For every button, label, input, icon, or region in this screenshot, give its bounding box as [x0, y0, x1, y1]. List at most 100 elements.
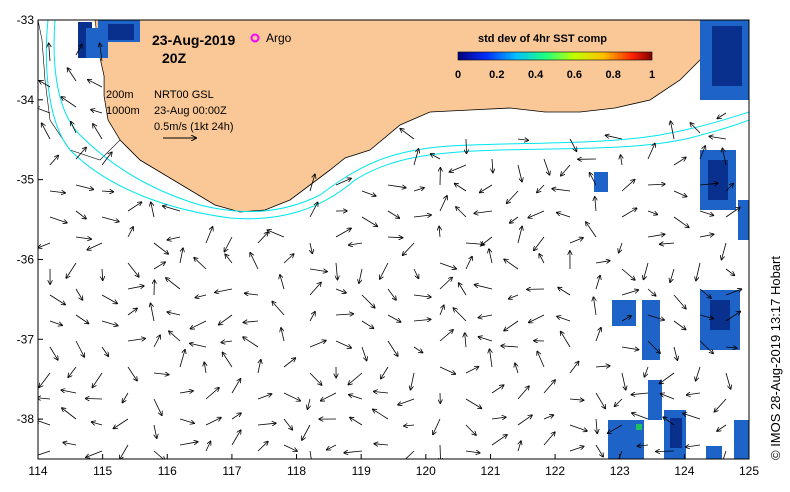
current-arrow	[686, 445, 701, 447]
current-arrow	[75, 184, 93, 189]
y-axis: -33 -34 -35 -36 -37 -38	[17, 13, 43, 426]
current-arrow	[179, 248, 183, 264]
current-arrow	[690, 123, 701, 134]
current-arrow	[717, 112, 727, 119]
current-arrow	[310, 242, 312, 253]
current-arrow	[66, 262, 77, 278]
current-arrow	[68, 366, 77, 377]
current-arrow	[647, 288, 656, 296]
current-arrow	[725, 312, 740, 322]
current-arrow	[492, 158, 493, 173]
current-arrow	[49, 156, 58, 166]
current-arrow	[459, 283, 467, 296]
current-arrow	[490, 349, 493, 368]
current-arrow	[257, 394, 272, 400]
current-arrow	[413, 149, 419, 166]
current-arrow	[608, 424, 623, 433]
current-arrow	[481, 236, 493, 245]
current-arrow	[552, 189, 571, 191]
current-arrow	[644, 262, 649, 279]
current-arrow	[449, 164, 467, 172]
y-tick-label: -36	[17, 252, 35, 266]
current-arrow	[621, 155, 623, 166]
current-arrow	[361, 346, 367, 361]
x-tick-label: 122	[545, 464, 565, 478]
x-tick-label: 115	[93, 464, 112, 478]
current-arrow	[61, 390, 77, 394]
current-arrow	[87, 242, 103, 250]
current-arrow	[309, 174, 315, 192]
current-arrow	[660, 372, 675, 384]
current-arrow	[517, 164, 522, 182]
current-arrow	[283, 444, 297, 451]
current-arrow	[660, 243, 675, 244]
current-arrow	[673, 190, 687, 197]
current-arrow	[309, 268, 327, 272]
scale-label: 0.5m/s (1kt 24h)	[154, 121, 233, 133]
current-arrow	[68, 68, 77, 82]
current-arrow	[361, 216, 377, 226]
current-arrow	[714, 398, 727, 412]
current-arrow	[257, 423, 276, 425]
current-arrow	[39, 372, 51, 387]
current-arrow	[309, 312, 315, 322]
date-label: 23-Aug-2019	[152, 32, 235, 48]
current-arrow	[453, 308, 467, 322]
current-arrow	[517, 139, 528, 140]
current-arrow	[120, 444, 129, 459]
current-arrow	[543, 380, 555, 394]
current-arrow	[699, 210, 713, 215]
current-arrow	[398, 398, 415, 405]
current-arrow	[335, 340, 351, 348]
current-arrow	[244, 321, 259, 322]
current-arrow	[309, 202, 318, 218]
current-arrow	[387, 288, 396, 300]
current-arrow	[153, 262, 165, 270]
current-arrow	[224, 236, 233, 252]
current-arrow	[569, 238, 583, 244]
current-arrow	[359, 268, 363, 283]
current-arrow	[283, 254, 294, 264]
current-arrow	[374, 392, 389, 394]
current-arrow	[75, 340, 84, 357]
current-arrow	[539, 254, 545, 264]
current-arrow	[231, 430, 241, 446]
current-arrow	[543, 415, 553, 420]
current-arrow	[621, 346, 639, 350]
current-arrow	[321, 392, 337, 401]
current-arrow	[413, 346, 423, 353]
current-arrow	[349, 243, 363, 245]
current-arrow	[489, 249, 493, 264]
colorbar	[457, 51, 653, 61]
current-arrow	[501, 346, 519, 347]
current-arrow	[151, 303, 155, 322]
current-arrow	[725, 268, 734, 275]
current-arrow	[466, 138, 467, 153]
current-arrow	[153, 398, 162, 415]
current-arrow	[647, 144, 655, 160]
current-arrow	[433, 418, 441, 434]
current-arrow	[86, 399, 103, 400]
current-arrow	[475, 285, 493, 290]
isobath-200m	[53, 20, 749, 213]
current-arrow	[439, 366, 455, 374]
current-arrow	[528, 210, 545, 218]
current-arrow	[195, 295, 207, 298]
argo-label: Argo	[266, 31, 292, 45]
current-arrow	[75, 237, 91, 239]
x-tick-label: 121	[480, 464, 500, 478]
current-arrow	[586, 222, 597, 238]
current-arrow	[725, 289, 742, 296]
current-arrow	[517, 415, 532, 426]
current-arrow	[606, 135, 623, 140]
current-arrow	[348, 372, 363, 385]
current-arrow	[302, 424, 311, 440]
current-arrow	[92, 422, 103, 425]
current-arrow	[631, 393, 649, 395]
x-tick-label: 118	[287, 464, 306, 478]
current-arrow	[361, 320, 374, 328]
current-arrow	[569, 446, 584, 452]
current-arrow	[42, 123, 51, 140]
current-arrow	[722, 242, 727, 260]
current-arrow	[283, 392, 300, 401]
